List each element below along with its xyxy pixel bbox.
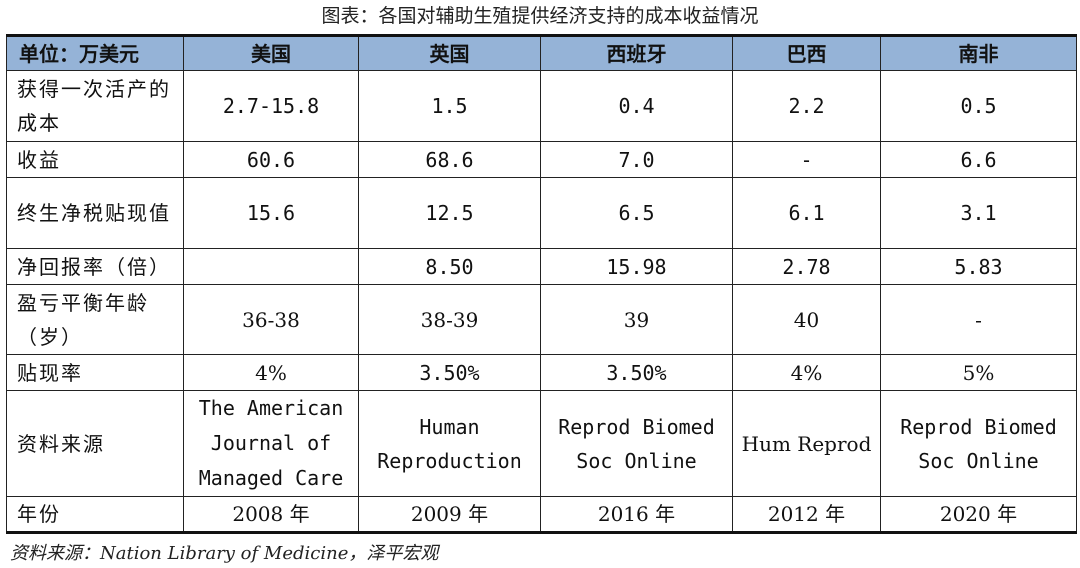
table-cell: 6.1 <box>732 177 881 249</box>
table-title: 图表：各国对辅助生殖提供经济支持的成本收益情况 <box>321 5 759 27</box>
header-unit: 单位：万美元 <box>6 35 184 71</box>
table-row: 贴现率 4% 3.50% 3.50% 4% 5% <box>6 354 1077 391</box>
table-cell: 2016 年 <box>540 496 733 533</box>
table-cell: 0.4 <box>540 70 733 142</box>
table-cell: 6.6 <box>880 141 1077 178</box>
header-brazil: 巴西 <box>732 35 881 71</box>
row-label: 净回报率（倍） <box>6 248 184 285</box>
table-cell: 39 <box>540 284 733 355</box>
table-cell: 0.5 <box>880 70 1077 142</box>
table-cell: 2012 年 <box>732 496 881 533</box>
header-row: 单位：万美元 美国 英国 西班牙 巴西 南非 <box>6 35 1077 71</box>
table-cell: 15.6 <box>183 177 359 249</box>
table-cell: 68.6 <box>358 141 541 178</box>
row-label: 年份 <box>6 496 184 533</box>
row-label: 贴现率 <box>6 354 184 391</box>
table-cell: 5% <box>880 354 1077 391</box>
table-cell: 3.50% <box>540 354 733 391</box>
table-cell: 2020 年 <box>880 496 1077 533</box>
table-row: 终生净税贴现值 15.6 12.5 6.5 6.1 3.1 <box>6 177 1077 249</box>
table-row: 收益 60.6 68.6 7.0 - 6.6 <box>6 141 1077 178</box>
table-cell: - <box>880 284 1077 355</box>
table-row: 获得一次活产的成本 2.7-15.8 1.5 0.4 2.2 0.5 <box>6 70 1077 142</box>
table-cell: 5.83 <box>880 248 1077 285</box>
table-cell: 2.78 <box>732 248 881 285</box>
row-label: 盈亏平衡年龄（岁） <box>6 284 184 355</box>
table-cell: 60.6 <box>183 141 359 178</box>
table-cell: Hum Reprod <box>732 390 881 497</box>
table-cell: 7.0 <box>540 141 733 178</box>
table-cell: 2008 年 <box>183 496 359 533</box>
header-south-africa: 南非 <box>880 35 1077 71</box>
table-cell: 12.5 <box>358 177 541 249</box>
table-cell: 6.5 <box>540 177 733 249</box>
table-cell: 2.2 <box>732 70 881 142</box>
table-cell: 8.50 <box>358 248 541 285</box>
table-cell <box>183 248 359 285</box>
table-cell: 2009 年 <box>358 496 541 533</box>
header-usa: 美国 <box>183 35 359 71</box>
table-cell: 4% <box>183 354 359 391</box>
table-cell: 15.98 <box>540 248 733 285</box>
table-cell: 3.1 <box>880 177 1077 249</box>
cost-benefit-table: 单位：万美元 美国 英国 西班牙 巴西 南非 获得一次活产的成本 2.7-15.… <box>6 34 1077 534</box>
header-spain: 西班牙 <box>540 35 733 71</box>
table-cell: - <box>732 141 881 178</box>
table-cell: 3.50% <box>358 354 541 391</box>
row-label: 获得一次活产的成本 <box>6 70 184 142</box>
table-cell: Reprod Biomed Soc Online <box>540 390 733 497</box>
table-cell: 2.7-15.8 <box>183 70 359 142</box>
table-cell: 40 <box>732 284 881 355</box>
table-cell: Human Reproduction <box>358 390 541 497</box>
header-uk: 英国 <box>358 35 541 71</box>
table-cell: 38-39 <box>358 284 541 355</box>
table-row: 资料来源 The American Journal of Managed Car… <box>6 390 1077 497</box>
table-row: 年份 2008 年 2009 年 2016 年 2012 年 2020 年 <box>6 496 1077 533</box>
table-cell: 36-38 <box>183 284 359 355</box>
row-label: 收益 <box>6 141 184 178</box>
table-row: 盈亏平衡年龄（岁） 36-38 38-39 39 40 - <box>6 284 1077 355</box>
row-label: 终生净税贴现值 <box>6 177 184 249</box>
table-cell: Reprod Biomed Soc Online <box>880 390 1077 497</box>
table-row: 净回报率（倍） 8.50 15.98 2.78 5.83 <box>6 248 1077 285</box>
table-cell: 1.5 <box>358 70 541 142</box>
table-cell: The American Journal of Managed Care <box>183 390 359 497</box>
table-cell: 4% <box>732 354 881 391</box>
source-note: 资料来源：Nation Library of Medicine，泽平宏观 <box>10 543 439 564</box>
row-label: 资料来源 <box>6 390 184 497</box>
